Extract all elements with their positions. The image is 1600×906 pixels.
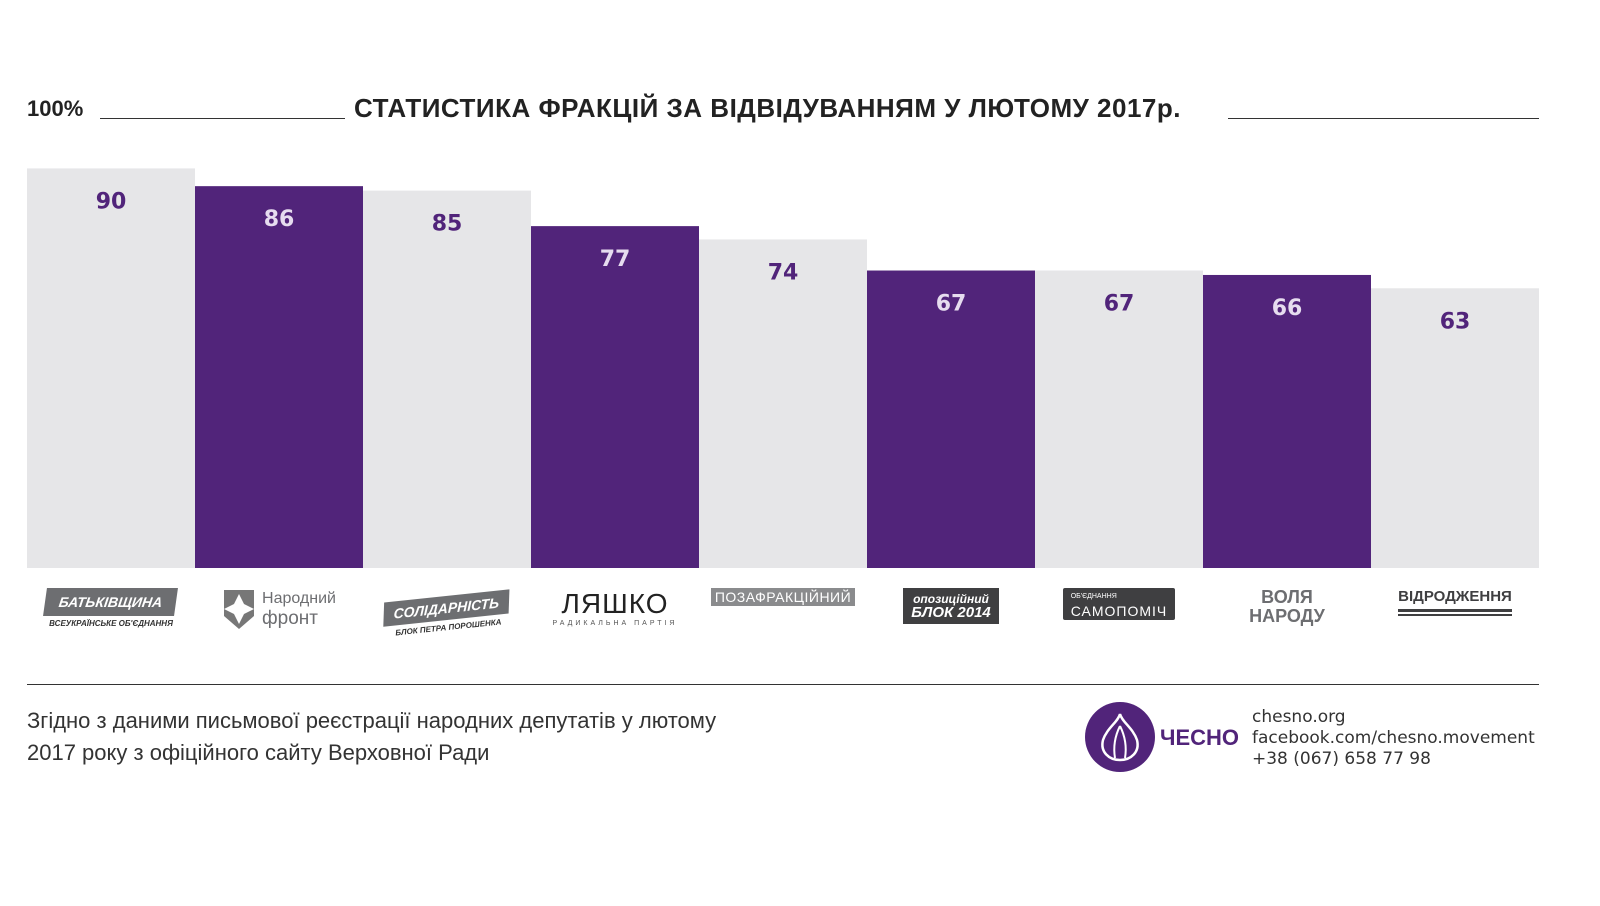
narodny-front-emblem-icon (224, 590, 255, 629)
party-logo-7: ОБ'ЄДНАННЯ САМОПОМІЧ (1035, 588, 1203, 620)
party-logo-3: СОЛІДАРНІСТЬ БЛОК ПЕТРА ПОРОШЕНКА (363, 588, 531, 637)
value-label-4: 77 (600, 247, 631, 272)
title-rule-left (100, 118, 345, 119)
bar-5 (699, 239, 867, 568)
logo-sub-text: НАРОДУ (1249, 606, 1325, 626)
chesno-garlic-logo-icon (1085, 702, 1155, 772)
logo-sub-text: фронт (262, 607, 318, 629)
party-logo-2: Народний фронт (195, 588, 363, 630)
bar-8 (1203, 274, 1371, 568)
logo-main-text: ПОЗАФРАКЦІЙНИЙ (714, 589, 852, 605)
logo-main-text: ВОЛЯ (1261, 587, 1313, 607)
logo-main-text: опозиційний (913, 592, 989, 606)
logo-sub-text: РАДИКАЛЬНА ПАРТІЯ (552, 620, 678, 627)
source-note-line1: Згідно з даними письмової реєстрації нар… (27, 708, 717, 733)
party-logo-9: ВІДРОДЖЕННЯ (1371, 588, 1539, 616)
party-logo-1: БАТЬКІВЩИНА ВСЕУКРАЇНСЬКЕ ОБ'ЄДНАННЯ (27, 588, 195, 628)
bar-1 (27, 168, 195, 568)
party-logo-4: ЛЯШКО РАДИКАЛЬНА ПАРТІЯ (531, 588, 699, 627)
logo-main-text: БАТЬКІВЩИНА (58, 594, 164, 610)
website-link[interactable]: chesno.org (1252, 707, 1346, 727)
y-max-label: 100% (27, 96, 84, 121)
source-note-line2: 2017 року з офіційного сайту Верховної Р… (27, 740, 490, 765)
value-label-6: 67 (936, 292, 967, 317)
facebook-link[interactable]: facebook.com/chesno.movement (1252, 728, 1535, 748)
logo-main-text: САМОПОМІЧ (1070, 603, 1168, 619)
logo-main-text: ЛЯШКО (561, 588, 669, 619)
bar-2 (195, 186, 363, 568)
logo-sub-text: ВСЕУКРАЇНСЬКЕ ОБ'ЄДНАННЯ (49, 619, 173, 628)
bar-4 (531, 226, 699, 568)
value-label-9: 63 (1440, 309, 1471, 334)
value-label-2: 86 (264, 207, 295, 232)
phone-number: +38 (067) 658 77 98 (1252, 749, 1431, 769)
bar-6 (867, 270, 1035, 568)
bar-7 (1035, 270, 1203, 568)
value-label-5: 74 (768, 260, 799, 285)
value-label-7: 67 (1104, 292, 1135, 317)
title-rule-right (1228, 118, 1539, 119)
logo-sub-text: БЛОК 2014 (911, 604, 991, 621)
party-logo-6: опозиційний БЛОК 2014 (867, 588, 1035, 624)
bar-chart: 90 86 85 77 74 67 67 66 63 (27, 168, 1539, 568)
brand-name: ЧЕСНО (1160, 725, 1240, 750)
chart-title: СТАТИСТИКА ФРАКЦІЙ ЗА ВІДВІДУВАННЯМ У ЛЮ… (354, 93, 1181, 123)
party-logo-5: ПОЗАФРАКЦІЙНИЙ (699, 588, 867, 606)
logo-main-text: СОЛІДАРНІСТЬ (393, 594, 500, 622)
value-label-1: 90 (96, 189, 127, 214)
footer-divider (27, 684, 1539, 685)
value-label-3: 85 (432, 212, 463, 237)
logo-main-text: Народний (262, 589, 336, 607)
bar-9 (1371, 288, 1539, 568)
party-logo-8: ВОЛЯ НАРОДУ (1203, 588, 1371, 626)
value-label-8: 66 (1272, 296, 1303, 321)
bar-3 (363, 190, 531, 568)
logo-sub-text: ОБ'ЄДНАННЯ (1070, 593, 1117, 600)
logo-main-text: ВІДРОДЖЕННЯ (1398, 588, 1512, 605)
